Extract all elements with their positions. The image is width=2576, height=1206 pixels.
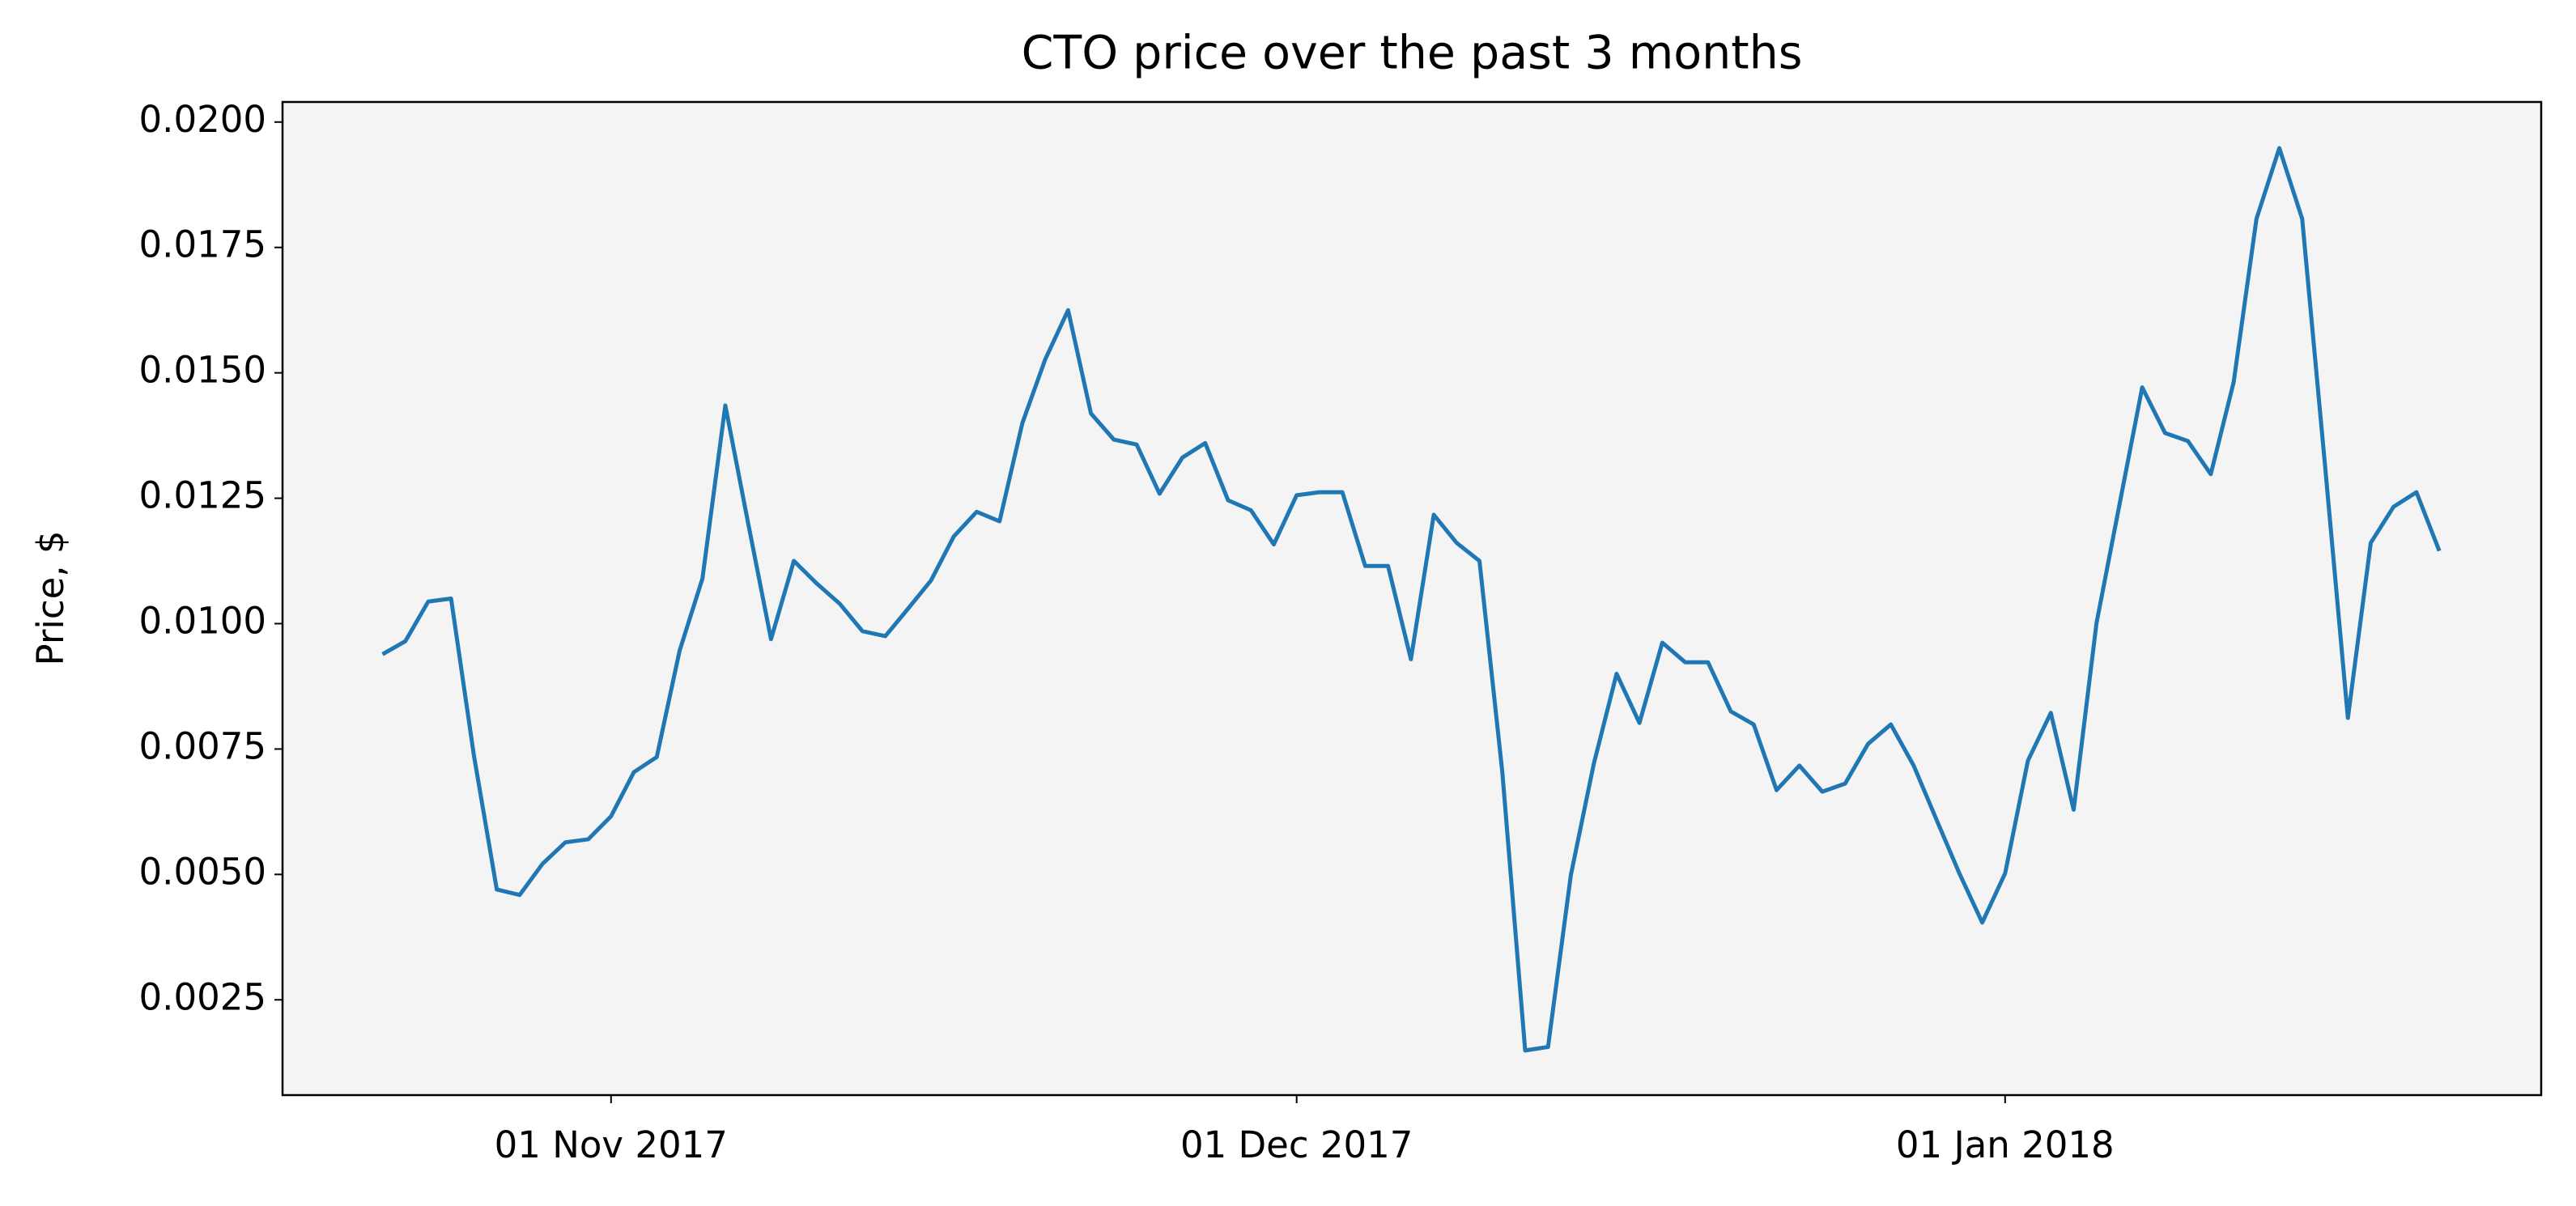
y-tick-label: 0.0025 (139, 975, 266, 1018)
y-tick-label: 0.0100 (139, 599, 266, 642)
plot-frame (281, 100, 2543, 1097)
y-tick-label: 0.0125 (139, 474, 266, 517)
plot-background (283, 102, 2541, 1095)
x-tick-label: 01 Nov 2017 (495, 1123, 728, 1166)
y-axis-label: Price, $ (29, 530, 72, 665)
y-tick-label: 0.0175 (139, 223, 266, 266)
y-tick-label: 0.0075 (139, 724, 266, 767)
y-tick-label: 0.0150 (139, 349, 266, 392)
y-tick-label: 0.0200 (139, 98, 266, 141)
x-tick-label: 01 Dec 2017 (1180, 1123, 1413, 1166)
y-tick-label: 0.0050 (139, 850, 266, 893)
price-line (381, 146, 2442, 1053)
x-tick-label: 01 Jan 2018 (1896, 1123, 2115, 1166)
chart-title: CTO price over the past 3 months (1022, 27, 1803, 80)
